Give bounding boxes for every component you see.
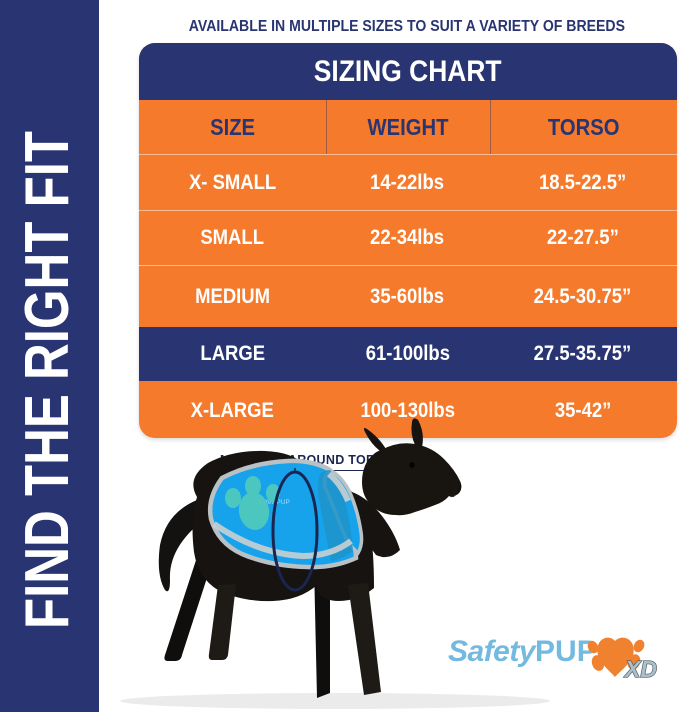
svg-text:XD: XD bbox=[623, 656, 657, 682]
svg-text:SafetyPUP: SafetyPUP bbox=[448, 635, 597, 668]
